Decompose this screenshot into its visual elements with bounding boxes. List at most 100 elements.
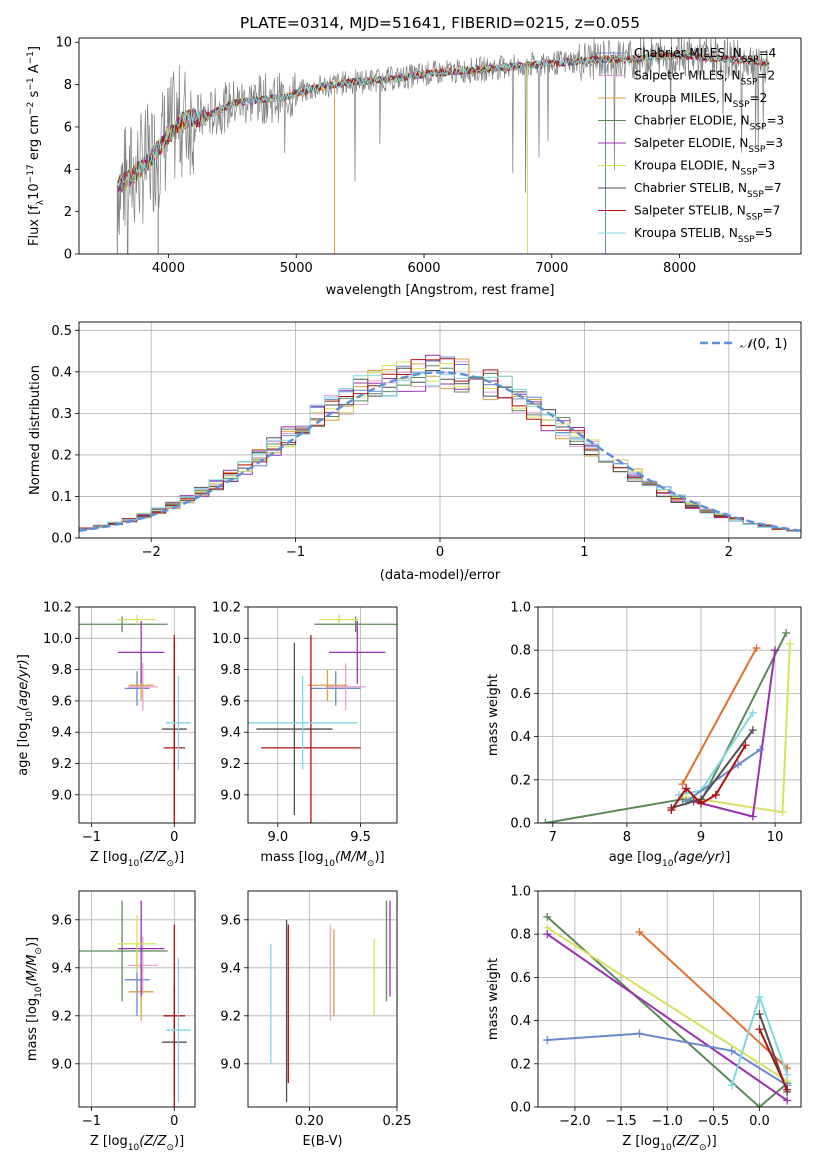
y-tick-label: 0.8	[510, 928, 531, 943]
plot-area	[79, 614, 191, 823]
y-axis-label: mass weight	[486, 958, 501, 1040]
y-tick-label: 9.2	[220, 1009, 241, 1024]
panel-spectrum: 4000 5000 6000 7000 8000 0 2 4 6 8 10	[55, 36, 802, 276]
y-tick-label: 0.4	[510, 730, 531, 745]
weight-marker	[755, 1010, 764, 1019]
y-tick-label: 9.6	[51, 694, 72, 709]
weight-marker	[727, 1081, 736, 1090]
y-tick-label: 8	[64, 78, 72, 93]
y-tick-label: 9.0	[220, 788, 241, 803]
weight-marker	[741, 741, 750, 750]
y-tick-label: 9.6	[220, 694, 241, 709]
x-axis-label: Z [log10(Z/Z⊙)]	[90, 1134, 184, 1153]
x-tick-label: −1	[286, 545, 305, 560]
legend-label: Kroupa STELIB, NSSP=5	[634, 226, 772, 245]
y-tick-label: 10.0	[43, 632, 72, 647]
y-tick-label: 9.4	[51, 961, 72, 976]
legend-label: Kroupa MILES, NSSP=2	[634, 91, 767, 110]
x-tick-label: −2.0	[559, 1114, 591, 1129]
weight-marker	[696, 799, 705, 808]
x-tick-label: 7000	[535, 261, 568, 276]
y-tick-label: 0.1	[51, 490, 72, 505]
model-line-c7	[117, 49, 770, 184]
y-tick-label: 9.8	[51, 663, 72, 678]
y-tick-label: 0.6	[510, 971, 531, 986]
y-tick-label: 1.0	[510, 601, 531, 616]
axes-frame	[537, 606, 802, 824]
y-tick-label: 9.4	[220, 961, 241, 976]
weight-line-c7	[758, 1028, 789, 1091]
weight-line-c3	[545, 632, 788, 823]
weight-line-orange	[681, 647, 758, 785]
legend-label: Salpeter ELODIE, NSSP=3	[634, 136, 783, 155]
histogram-c8	[79, 372, 801, 532]
panel-age-vs-Z: −1 0 9.0 9.2 9.4 9.6 9.8 10.0 10.2	[43, 601, 196, 845]
panel-residuals: −2 −1 0 1 2 0.0 0.1 0.2 0.3 0.4 0.5	[51, 321, 802, 560]
weight-marker	[748, 812, 757, 821]
legend-label: 𝒩(0, 1)	[740, 337, 787, 352]
axes-frame	[78, 606, 196, 824]
weight-marker	[755, 1025, 764, 1034]
y-tick-label: 0.3	[51, 407, 72, 422]
y-tick-label: 9.4	[51, 726, 72, 741]
weight-marker	[541, 819, 550, 823]
y-tick-label: 2	[64, 205, 72, 220]
y-tick-label: 10	[55, 36, 72, 51]
weight-marker	[755, 1103, 764, 1107]
y-tick-label: 0.0	[51, 532, 72, 547]
panel-age-vs-mass: 9.0 9.5 9.0 9.2 9.4 9.6 9.8 10.0 10.2	[212, 601, 398, 845]
x-tick-label: 6000	[407, 261, 440, 276]
axes-frame	[537, 890, 802, 1108]
x-tick-label: −1	[82, 830, 101, 845]
weight-marker	[785, 639, 794, 648]
y-tick-label: 9.0	[51, 1057, 72, 1072]
weight-line-orange	[638, 931, 788, 1069]
y-tick-label: 4	[64, 163, 72, 178]
weight-marker	[748, 708, 757, 717]
y-tick-label: 0.2	[510, 773, 531, 788]
legend-label: Chabrier STELIB, NSSP=7	[634, 181, 782, 200]
axes-frame	[247, 890, 398, 1108]
weight-marker	[783, 1096, 792, 1105]
x-tick-label: 0	[436, 545, 444, 560]
axes-frame	[78, 321, 802, 539]
x-tick-label: 0.20	[295, 1114, 324, 1129]
y-tick-label: 0.2	[510, 1057, 531, 1072]
y-tick-label: 0.4	[51, 365, 72, 380]
x-tick-label: 10	[767, 830, 784, 845]
weight-line-c4	[546, 933, 788, 1102]
y-tick-label: 9.4	[220, 726, 241, 741]
legend: Chabrier MILES, NSSP=4 Salpeter MILES, NS…	[598, 46, 784, 245]
x-tick-label: 5000	[280, 261, 313, 276]
weight-marker	[755, 992, 764, 1001]
panel-mass-weight-vs-age: 7 8 9 10 0.0 0.2 0.4 0.6 0.8 1.0	[510, 601, 802, 845]
plot-area	[541, 628, 794, 823]
x-tick-label: 9.5	[350, 830, 371, 845]
weight-line-c0	[547, 1032, 788, 1087]
plot-area	[79, 354, 801, 532]
weight-marker	[635, 928, 644, 937]
weight-marker	[543, 1036, 552, 1045]
x-tick-label: 9.0	[267, 830, 288, 845]
axes-frame	[247, 606, 398, 824]
legend-label: Chabrier MILES, NSSP=4	[634, 46, 776, 65]
legend-label: Chabrier ELODIE, NSSP=3	[634, 114, 784, 133]
x-tick-label: 0.0	[749, 1114, 770, 1129]
x-axis-label: wavelength [Angstrom, rest frame]	[326, 283, 555, 298]
y-tick-label: 0.8	[510, 644, 531, 659]
weight-line-c8	[678, 712, 754, 796]
x-tick-label: 0	[170, 1114, 178, 1129]
weight-marker	[771, 646, 780, 655]
panel-mass-vs-ebv: 0.20 0.25 9.0 9.2 9.4 9.6	[220, 890, 411, 1129]
x-tick-label: 4000	[152, 261, 185, 276]
weight-marker	[543, 930, 552, 939]
weight-marker	[667, 806, 676, 815]
y-tick-label: 0.5	[51, 324, 72, 339]
weight-marker	[752, 644, 761, 653]
weight-line-c5	[546, 926, 788, 1082]
y-axis-label: mass [log10(M/M⊙)]	[25, 937, 44, 1061]
x-axis-label: E(B-V)	[302, 1134, 342, 1149]
model-line-c2	[117, 51, 770, 195]
x-tick-label: 8	[623, 830, 631, 845]
